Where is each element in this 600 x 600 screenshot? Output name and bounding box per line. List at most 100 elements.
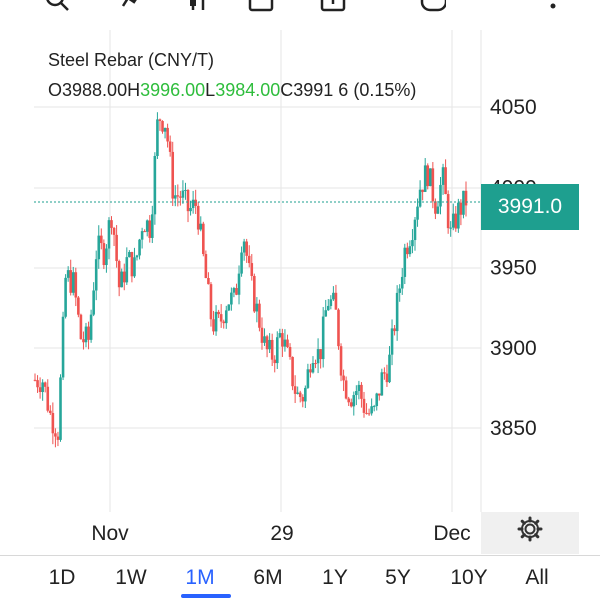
candle-down (319, 349, 322, 360)
alert-icon[interactable] (420, 0, 448, 12)
candle-up (230, 292, 233, 305)
candle-down (222, 321, 226, 324)
compare-icon[interactable] (185, 0, 211, 12)
indicators-icon[interactable] (120, 0, 146, 12)
tab-1m[interactable]: 1M (185, 566, 215, 589)
candle-up (375, 393, 379, 407)
candle-down (344, 380, 348, 399)
candle-down (79, 314, 83, 340)
candle-down (219, 314, 223, 322)
candle-up (61, 316, 65, 378)
share-icon[interactable] (320, 0, 346, 12)
candle-down (38, 387, 42, 393)
candle-up (332, 292, 335, 300)
candle-up (370, 406, 373, 414)
tab-1y[interactable]: 1Y (322, 566, 348, 589)
toolbar (0, 0, 600, 14)
candle-down (245, 241, 248, 256)
candle-up (388, 354, 391, 383)
candle-down (194, 199, 197, 206)
candle-up (316, 349, 320, 364)
candle-down (431, 168, 435, 202)
candle-up (372, 406, 376, 408)
tab-1d[interactable]: 1D (48, 566, 76, 589)
candle-down (87, 326, 90, 340)
candle-up (214, 311, 218, 332)
candle-up (189, 208, 192, 212)
more-icon[interactable] (540, 0, 566, 12)
search-icon[interactable] (44, 0, 70, 12)
candle-down (82, 339, 85, 343)
candle-down (168, 141, 172, 152)
candle-up (457, 202, 460, 229)
tab-6m[interactable]: 6M (253, 566, 283, 589)
open-value: 3988.00 (62, 80, 128, 100)
candle-up (89, 314, 93, 340)
candle-down (77, 297, 80, 315)
candle-up (408, 246, 412, 255)
y-tick-label: 4050 (490, 96, 537, 119)
candle-down (406, 247, 409, 255)
candle-up (400, 276, 404, 289)
candle-down (112, 227, 116, 235)
candle-down (286, 339, 289, 348)
tab-all[interactable]: All (525, 566, 549, 589)
candle-down (367, 413, 371, 415)
candle-down (377, 393, 381, 396)
change-value: (0.15%) (353, 80, 417, 100)
y-tick-label: 3900 (490, 337, 537, 360)
high-value: 3996.00 (140, 80, 206, 100)
candle-up (255, 303, 259, 312)
tab-10y[interactable]: 10Y (450, 566, 488, 589)
candle-up (145, 220, 149, 232)
candle-down (247, 255, 251, 264)
candle-up (92, 290, 95, 315)
candle-down (339, 346, 343, 376)
candle-down (171, 151, 175, 199)
save-icon[interactable] (248, 0, 274, 12)
candle-down (273, 359, 277, 364)
candle-up (242, 241, 246, 253)
candle-up (321, 316, 325, 360)
candle-up (41, 382, 44, 393)
candle-up (59, 377, 62, 440)
candle-down (309, 369, 312, 373)
candle-down (342, 375, 345, 381)
candle-up (140, 231, 144, 240)
candle-down (291, 356, 294, 387)
candle-down (250, 263, 254, 276)
candle-down (100, 235, 103, 244)
candle-up (151, 214, 154, 238)
candle-down (158, 119, 162, 121)
tab-5y[interactable]: 5Y (385, 566, 411, 589)
candle-up (436, 206, 440, 214)
candle-down (130, 252, 134, 277)
close-value: 3991 6 (293, 80, 349, 100)
candle-up (237, 273, 241, 295)
candle-down (161, 120, 164, 132)
candle-up (278, 333, 282, 338)
candle-down (265, 336, 269, 350)
candle-down (383, 372, 386, 374)
candle-up (357, 384, 361, 392)
candle-down (186, 189, 190, 212)
candle-up (380, 372, 384, 396)
candle-up (329, 299, 333, 306)
candle-down (446, 194, 450, 229)
candle-down (122, 271, 126, 283)
candle-down (179, 196, 182, 198)
candle-up (275, 337, 279, 364)
candle-down (393, 328, 396, 332)
gear-icon[interactable] (516, 515, 544, 543)
candle-down (115, 234, 118, 262)
candle-down (143, 231, 146, 233)
candle-down (33, 379, 37, 381)
candle-up (411, 240, 414, 247)
candle-down (444, 167, 447, 195)
candle-up (240, 252, 243, 274)
candle-down (464, 190, 468, 206)
candle-down (148, 220, 152, 238)
candle-up (227, 304, 231, 311)
ohlc-values: O3988.00H3996.00L3984.00C3991 6 (0.15%) (48, 80, 416, 101)
tab-1w[interactable]: 1W (115, 566, 147, 589)
